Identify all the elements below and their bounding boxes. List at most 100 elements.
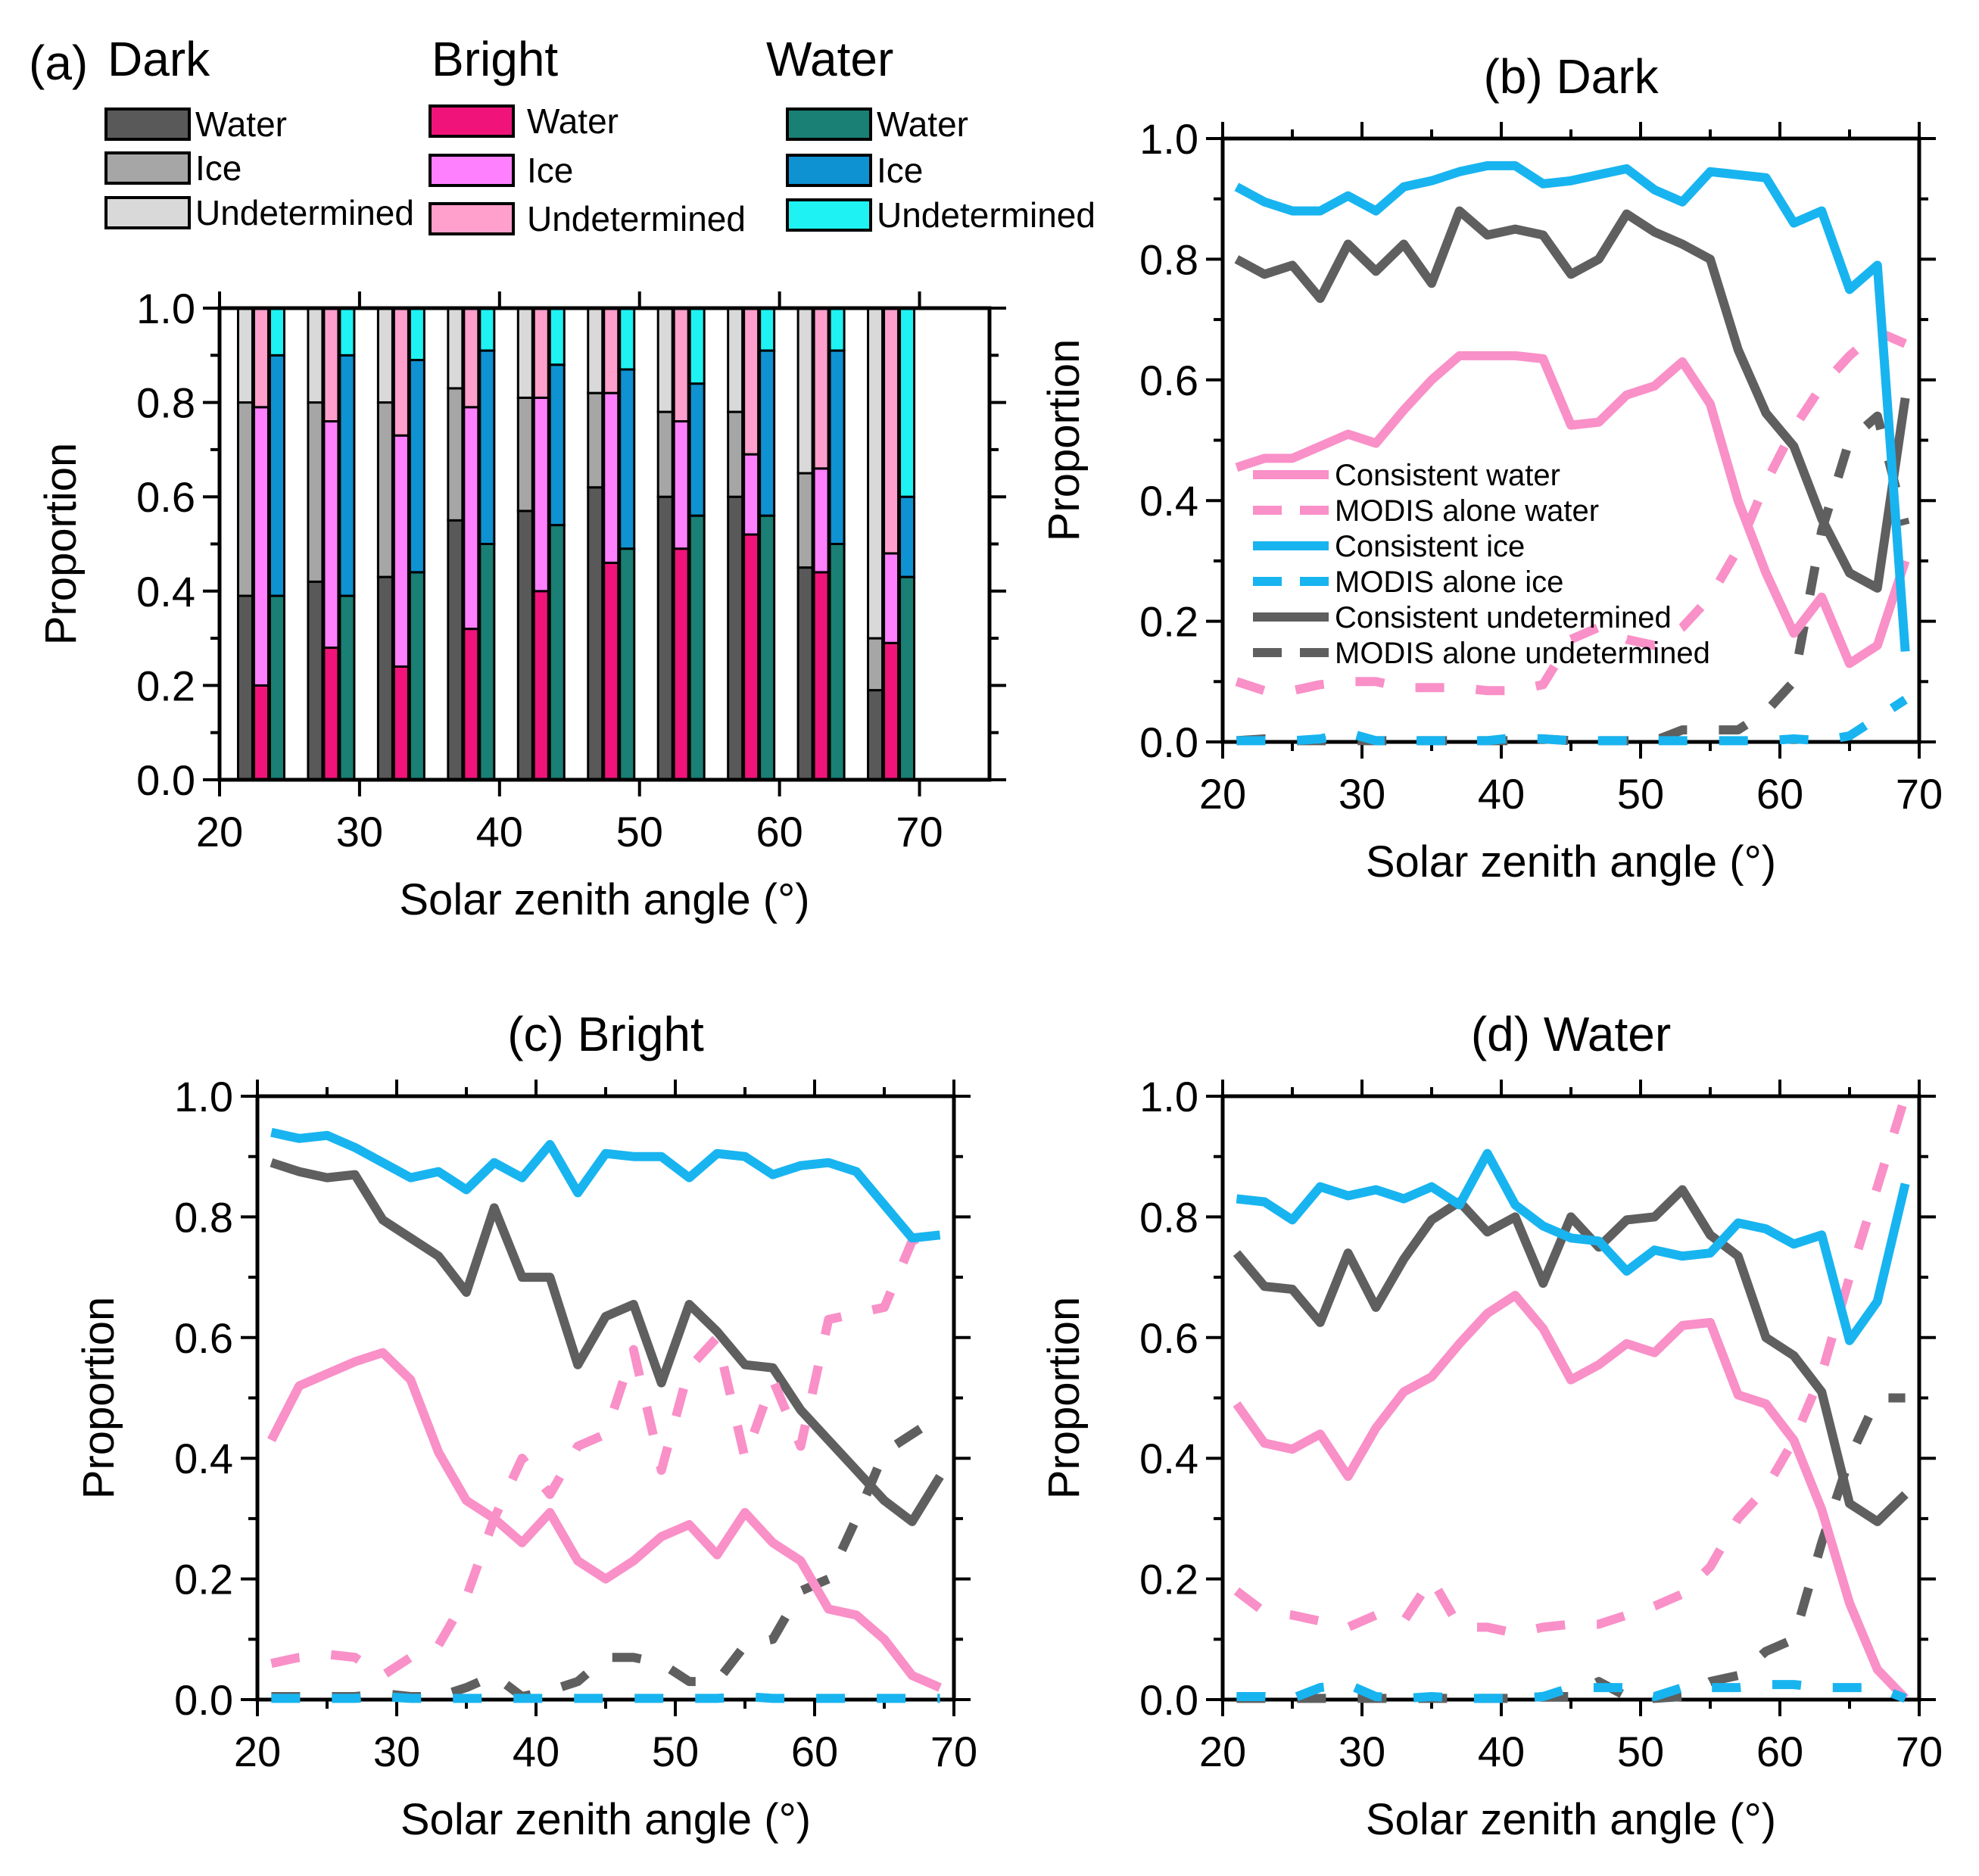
a-bar-dark-ice <box>656 410 674 498</box>
d-series-modis-alone-ice <box>1236 1680 1907 1703</box>
a-panel: 0.0 0.2 0.4 0.6 0.8 1.0 20 30 40 50 60 70 Solar zeni… <box>29 32 1095 924</box>
a-ytick-label: 1.0 <box>136 285 195 332</box>
a-bar-dark-ice <box>307 401 324 583</box>
a-bar-water-undetermined <box>619 307 636 371</box>
d-xtick-label: 20 <box>1199 1728 1246 1775</box>
a-bar-bright-undetermined <box>392 307 410 437</box>
a-bar-bright-water <box>323 647 340 781</box>
b-series-modis-alone-ice <box>1236 696 1908 746</box>
a-bar-bright-undetermined <box>252 307 270 409</box>
b-title: (b) Dark <box>1483 49 1659 104</box>
b-xtick-label: 60 <box>1756 770 1803 818</box>
a-bar-water-undetermined <box>759 307 776 352</box>
a-bar-bright-water <box>743 533 760 781</box>
a-bar-bright-ice <box>672 420 690 550</box>
a-legend-label: Undetermined <box>195 193 414 232</box>
a-bar-bright-ice <box>812 467 830 574</box>
a-bar-water-ice <box>268 354 285 597</box>
a-bar-bright-ice <box>323 420 340 650</box>
a-bar-water-ice <box>548 363 566 527</box>
a-bar-bright-water <box>603 561 620 781</box>
c-xtick-label: 60 <box>791 1728 838 1775</box>
a-legend-label: Undetermined <box>527 199 746 238</box>
a-legend-bright: Bright Water Ice Undetermined <box>429 32 746 238</box>
a-xlabel: Solar zenith angle (°) <box>399 875 809 924</box>
b-ytick-label: 0.4 <box>1139 477 1198 525</box>
a-legend-header: Water <box>766 32 893 86</box>
a-bar-water-water <box>408 571 425 781</box>
a-bar-water-undetermined <box>408 307 425 362</box>
d-xtick-label: 30 <box>1339 1728 1385 1775</box>
a-bar-bright-water <box>392 665 410 781</box>
a-bar-bright-undetermined <box>603 307 620 394</box>
a-legend-swatch <box>104 151 191 185</box>
d-ytick-label: 0.8 <box>1139 1193 1198 1241</box>
a-bar-dark-undetermined <box>376 307 394 404</box>
a-bar-dark-water <box>307 580 324 781</box>
a-bar-dark-water <box>867 689 884 781</box>
c-ytick-label: 1.0 <box>174 1073 233 1120</box>
a-legend-header: Dark <box>108 32 210 86</box>
a-bar-dark-undetermined <box>587 307 604 394</box>
a-bar-water-ice <box>828 349 846 545</box>
a-xtick-label: 70 <box>896 808 943 855</box>
a-ytick-label: 0.6 <box>136 473 195 521</box>
a-bar-bright-water <box>463 628 480 781</box>
a-bar-dark-ice <box>587 391 604 489</box>
d-xlabel: Solar zenith angle (°) <box>1366 1795 1776 1844</box>
a-legend-label: Water <box>527 101 619 141</box>
a-bar-dark-undetermined <box>447 307 464 390</box>
a-legend-label: Ice <box>877 151 923 190</box>
a-bar-water-water <box>619 547 636 781</box>
a-bar-dark-water <box>727 495 744 781</box>
a-legend-swatch <box>786 154 872 187</box>
a-xtick-label: 40 <box>476 808 523 855</box>
b-xtick-label: 50 <box>1617 770 1664 818</box>
d-ytick-label: 1.0 <box>1139 1073 1198 1120</box>
b-legend-label: MODIS alone water <box>1335 494 1599 528</box>
a-bar-water-undetermined <box>338 307 356 357</box>
a-xtick-label: 20 <box>196 808 243 855</box>
c-series-consistent-ice <box>270 1127 941 1243</box>
a-legend-label: Ice <box>527 151 573 190</box>
d-xtick-label: 70 <box>1896 1728 1943 1775</box>
a-bar-dark-ice <box>796 472 814 569</box>
a-bar-water-water <box>548 524 566 781</box>
a-bar-bright-undetermined <box>323 307 340 423</box>
a-bar-dark-undetermined <box>796 307 814 475</box>
d-ytick-label: 0.4 <box>1139 1435 1198 1482</box>
a-ytick-label: 0.4 <box>136 568 195 615</box>
d-ytick-label: 0.0 <box>1139 1676 1198 1724</box>
a-bar-dark-water <box>236 594 254 781</box>
b-legend-label: MODIS alone ice <box>1335 566 1563 599</box>
d-series-consistent-undetermined <box>1233 1185 1909 1526</box>
a-legend-label: Undetermined <box>877 195 1095 235</box>
a-bar-water-undetermined <box>828 307 846 352</box>
a-legend-swatch <box>786 198 872 232</box>
a-bar-dark-undetermined <box>727 307 744 413</box>
b-legend-label: Consistent undetermined <box>1335 601 1672 634</box>
a-xtick-label: 60 <box>756 808 803 855</box>
b-panel: (b) Dark 0.0 0.2 0.4 0.6 0.8 1.0 20 30 40 50 60 70 So… <box>1039 49 1943 887</box>
a-panel-label: (a) <box>29 36 88 90</box>
b-legend-label: Consistent water <box>1335 459 1560 492</box>
b-xtick-label: 20 <box>1199 770 1246 818</box>
b-xlabel: Solar zenith angle (°) <box>1366 837 1776 887</box>
c-series-modis-alone-water <box>270 1224 942 1681</box>
a-xtick-label: 50 <box>616 808 663 855</box>
a-legend-swatch <box>429 104 515 138</box>
a-bar-water-undetermined <box>478 307 496 352</box>
c-xtick-label: 20 <box>234 1728 281 1775</box>
a-bar-water-ice <box>338 354 356 597</box>
a-bar-dark-ice <box>236 401 254 597</box>
a-bar-water-ice <box>478 349 496 545</box>
a-ytick-label: 0.0 <box>136 756 195 804</box>
a-legend-label: Water <box>195 104 287 144</box>
d-ytick-label: 0.6 <box>1139 1314 1198 1362</box>
a-bar-dark-undetermined <box>236 307 254 404</box>
a-bar-dark-undetermined <box>867 307 884 640</box>
a-bar-water-water <box>268 594 285 781</box>
a-bar-bright-ice <box>603 391 620 564</box>
a-bar-bright-ice <box>883 552 900 644</box>
